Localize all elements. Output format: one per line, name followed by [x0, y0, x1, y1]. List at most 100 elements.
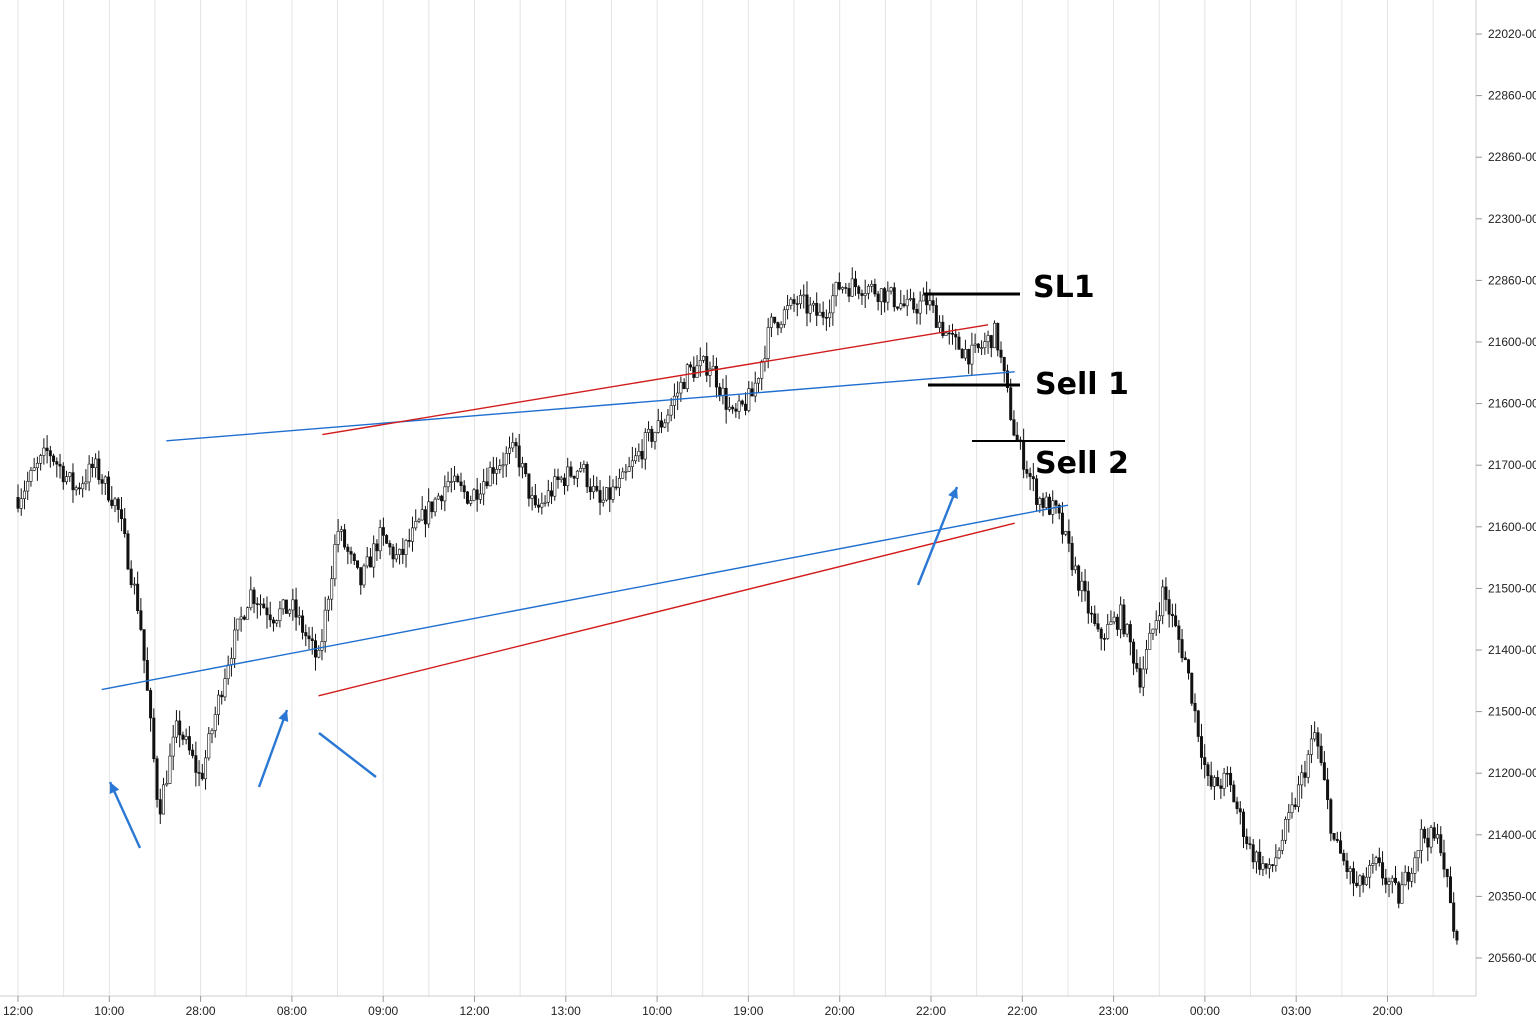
- candle-body: [873, 283, 877, 295]
- candle-body: [1009, 387, 1013, 420]
- candle-body: [847, 288, 851, 297]
- candle-body: [423, 509, 427, 525]
- candle-body: [1128, 624, 1132, 643]
- candle-body: [1119, 604, 1123, 630]
- y-tick-label: 20350-00: [1488, 889, 1536, 903]
- candle-body: [1242, 811, 1246, 838]
- candle-body: [973, 343, 977, 346]
- candle-body: [1296, 784, 1300, 808]
- candle-body: [200, 772, 204, 780]
- candle-body: [669, 405, 673, 416]
- candle-body: [1070, 543, 1074, 571]
- candle-body: [918, 300, 922, 314]
- candle-body: [265, 607, 269, 616]
- x-tick-label: 09:00: [368, 1004, 398, 1018]
- candle-body: [381, 527, 385, 536]
- candle-body: [61, 465, 65, 483]
- candle-body: [294, 599, 298, 618]
- candle-body: [792, 299, 796, 304]
- candle-body: [84, 481, 88, 485]
- candle-body: [824, 316, 828, 319]
- candle-body: [889, 287, 893, 292]
- candle-body: [375, 543, 379, 552]
- candle-body: [811, 302, 815, 306]
- candle-body: [1416, 850, 1420, 859]
- candle-body: [284, 599, 288, 614]
- candle-body: [634, 455, 638, 462]
- y-tick-label: 21200-00: [1488, 766, 1536, 780]
- candle-body: [301, 615, 305, 633]
- candle-body: [682, 381, 686, 390]
- candle-body: [449, 481, 453, 483]
- candle-body: [233, 629, 237, 659]
- candle-body: [1138, 668, 1142, 688]
- y-tick-label: 20560-00: [1488, 951, 1536, 965]
- candle-body: [773, 316, 777, 323]
- candle-body: [1384, 877, 1388, 885]
- candle-body: [1141, 668, 1145, 688]
- candle-body: [1232, 784, 1236, 803]
- x-axis-labels: 12:00 10:00 28:00 08:00 09:00 12:00 13:00 10:00…: [3, 996, 1403, 1018]
- y-tick-label: 21600-00: [1488, 520, 1536, 534]
- candle-body: [1180, 639, 1184, 659]
- candle-body: [291, 599, 295, 611]
- candle-body: [262, 603, 266, 609]
- candle-body: [1183, 657, 1187, 661]
- x-tick-label: 08:00: [277, 1004, 307, 1018]
- candle-body: [32, 467, 36, 471]
- candle-body: [776, 322, 780, 329]
- candle-body: [1345, 860, 1349, 872]
- x-tick-label: 22:00: [916, 1004, 946, 1018]
- candle-body: [815, 302, 819, 316]
- candle-body: [1358, 875, 1362, 887]
- candle-body: [1080, 580, 1084, 591]
- candle-body: [908, 298, 912, 300]
- candle-body: [647, 428, 651, 433]
- candle-body: [187, 736, 191, 751]
- candle-body: [1157, 615, 1161, 621]
- candle-body: [614, 486, 618, 489]
- candle-body: [533, 495, 537, 506]
- candle-body: [87, 463, 91, 483]
- candle-body: [1054, 500, 1058, 506]
- candle-body: [281, 599, 285, 610]
- annotation-label: SL1: [1033, 270, 1095, 305]
- candle-body: [168, 755, 172, 784]
- candle-body: [1209, 775, 1213, 787]
- x-tick-label: 22:00: [1007, 1004, 1037, 1018]
- candle-body: [1264, 863, 1268, 869]
- y-tick-label: 21500-00: [1488, 581, 1536, 595]
- candle-body: [520, 463, 524, 468]
- candle-body: [249, 589, 253, 609]
- candle-body: [207, 733, 211, 759]
- candle-body: [1423, 828, 1427, 839]
- y-tick-label: 21600-00: [1488, 397, 1536, 411]
- candle-body: [417, 519, 421, 522]
- candle-body: [1012, 419, 1016, 436]
- candle-body: [1148, 632, 1152, 650]
- resistance-trendline: [166, 371, 1015, 442]
- candle-body: [698, 360, 702, 367]
- candle-body: [1419, 828, 1423, 851]
- lower-channel-trendline: [318, 522, 1015, 697]
- candle-body: [1112, 616, 1116, 623]
- candle-body: [462, 485, 466, 493]
- candle-body: [517, 445, 521, 468]
- candle-body: [928, 300, 932, 306]
- annotation-arrow: [257, 709, 289, 788]
- candle-body: [980, 347, 984, 349]
- trendlines: [101, 324, 1069, 697]
- candle-body: [1309, 738, 1313, 755]
- candle-body: [695, 365, 699, 378]
- candle-body: [957, 336, 961, 350]
- candle-body: [356, 560, 360, 568]
- candle-body: [1387, 881, 1391, 885]
- candle-body: [304, 632, 308, 637]
- candle-body: [420, 509, 424, 521]
- y-tick-label: 21500-00: [1488, 705, 1536, 719]
- candle-body: [905, 298, 909, 307]
- candle-body: [440, 495, 444, 502]
- candle-body: [1355, 882, 1359, 887]
- candle-body: [740, 400, 744, 405]
- candle-body: [1364, 876, 1368, 885]
